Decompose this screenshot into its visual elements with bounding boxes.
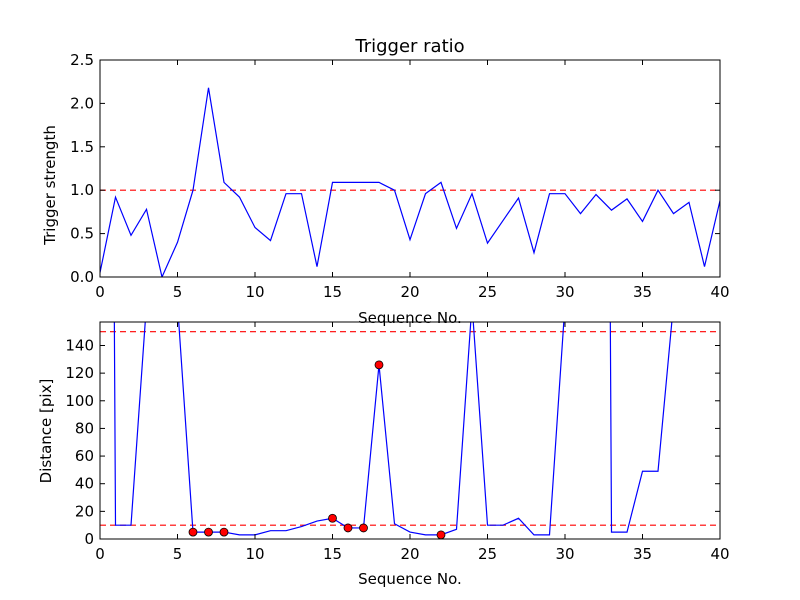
x-tick-label: 10: [245, 545, 264, 563]
x-tick-label: 30: [555, 283, 574, 301]
y-tick-label: 60: [75, 447, 94, 465]
x-tick-label: 0: [95, 283, 105, 301]
plot-frame: [99, 59, 721, 278]
series-line: [113, 322, 673, 536]
x-tick-label: 10: [245, 283, 264, 301]
x-tick-label: 25: [478, 545, 497, 563]
y-tick-label: 100: [65, 392, 94, 410]
series-line: [100, 87, 720, 277]
x-tick-label: 20: [400, 545, 419, 563]
y-tick-label: 2.0: [70, 94, 94, 112]
x-tick-label: 40: [710, 283, 729, 301]
data-marker: [343, 523, 353, 533]
x-tick-label: 5: [173, 283, 183, 301]
y-axis-label: Trigger strength: [41, 125, 59, 246]
distance-chart: Sequence No. Distance [pix] 0 5 10 15 20 25 30…: [37, 321, 730, 588]
x-tick-label: 15: [323, 545, 342, 563]
x-tick-label: 15: [323, 283, 342, 301]
data-marker: [359, 523, 368, 533]
x-tick-label: 25: [478, 283, 497, 301]
y-axis-label: Distance [pix]: [37, 379, 55, 484]
data-marker: [188, 527, 198, 537]
y-tick-label: 2.5: [70, 51, 94, 69]
data-marker: [204, 527, 213, 537]
chart-title: Trigger ratio: [354, 36, 464, 57]
y-tick-label: 0.0: [70, 268, 94, 286]
y-tick-label: 120: [65, 364, 94, 382]
y-tick-label: 40: [75, 475, 94, 493]
x-tick-label: 35: [633, 283, 652, 301]
x-tick-label: 40: [710, 545, 729, 563]
y-tick-label: 80: [75, 419, 94, 437]
x-tick-label: 35: [633, 545, 652, 563]
y-tick-label: 0: [84, 530, 94, 548]
plot-frame: [99, 321, 721, 540]
y-tick-label: 0.5: [70, 225, 94, 243]
y-tick-label: 1.0: [70, 181, 94, 199]
x-tick-label: 5: [173, 545, 183, 563]
x-tick-label: 20: [400, 283, 419, 301]
y-tick-label: 1.5: [70, 138, 94, 156]
data-marker: [328, 513, 337, 523]
x-tick-label: 0: [95, 545, 105, 563]
trigger-ratio-chart: Trigger ratio Sequence No. Trigger stren…: [41, 36, 730, 327]
data-marker: [374, 360, 384, 370]
data-marker: [219, 527, 229, 537]
data-marker: [436, 530, 446, 540]
y-tick-label: 20: [75, 502, 94, 520]
x-tick-label: 30: [555, 545, 574, 563]
x-axis-label: Sequence No.: [358, 570, 462, 588]
y-tick-label: 140: [65, 336, 94, 354]
